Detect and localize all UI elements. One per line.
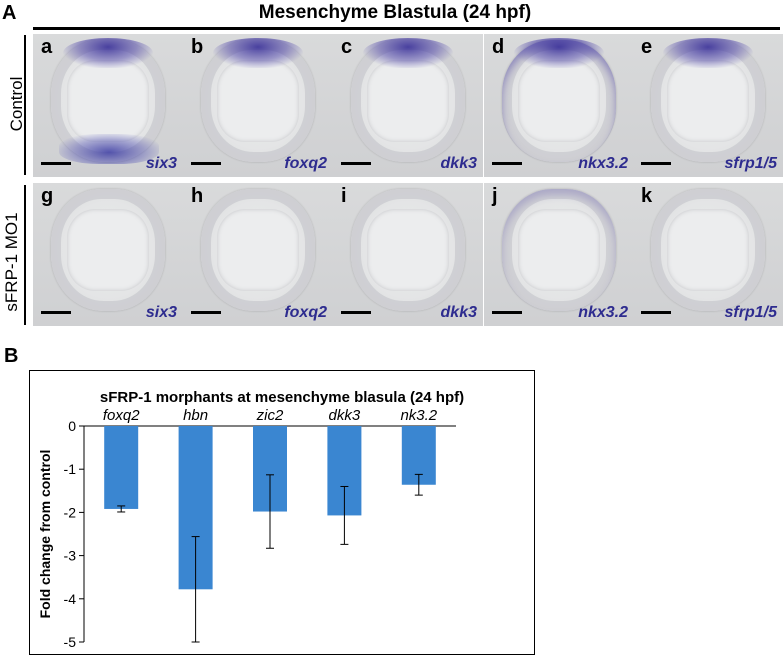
category-label: hbn	[183, 407, 208, 424]
gene-label: foxq2	[284, 304, 327, 321]
stain-apical	[363, 38, 453, 68]
gene-label: dkk3	[440, 304, 477, 321]
micrograph-g: g six3	[33, 183, 183, 326]
category-label: zic2	[256, 407, 284, 424]
y-axis-label: Fold change from control	[37, 450, 53, 619]
subpanel-letter: k	[641, 185, 653, 207]
bar-chart: sFRP-1 morphants at mesenchyme blasula (…	[37, 389, 464, 650]
subpanel-letter: j	[492, 185, 498, 207]
gene-label: dkk3	[440, 155, 477, 172]
blastocoel	[67, 209, 149, 291]
scale-bar	[641, 162, 671, 165]
stain-apical	[663, 38, 753, 68]
bar-foxq2	[104, 426, 139, 509]
gene-label: nkx3.2	[578, 155, 628, 172]
row-bar-control	[24, 35, 26, 175]
y-tick-label: -2	[64, 504, 77, 520]
blastocoel	[518, 60, 600, 142]
scale-bar	[641, 311, 671, 314]
y-tick-label: 0	[68, 418, 76, 434]
chart-frame: sFRP-1 morphants at mesenchyme blasula (…	[29, 370, 535, 655]
scale-bar	[341, 311, 371, 314]
blastocoel	[667, 60, 749, 142]
gene-label: six3	[145, 155, 177, 172]
category-label: dkk3	[329, 407, 361, 424]
blastocoel	[367, 60, 449, 142]
gene-label: sfrp1/5	[724, 155, 777, 172]
subpanel-letter: i	[341, 185, 347, 207]
y-tick-label: -3	[64, 548, 77, 564]
micrograph-d: d nkx3.2	[484, 34, 634, 177]
blastocoel	[518, 209, 600, 291]
blastocoel	[667, 209, 749, 291]
chart-title: sFRP-1 morphants at mesenchyme blasula (…	[100, 389, 464, 406]
scale-bar	[191, 162, 221, 165]
scale-bar	[492, 311, 522, 314]
row-label-morphant: sFRP-1 MO1	[2, 212, 21, 312]
row-bar-morphant	[24, 185, 26, 325]
panel-a-title: Mesenchyme Blastula (24 hpf)	[258, 2, 532, 23]
scale-bar	[41, 162, 71, 165]
panel-b-letter: B	[4, 345, 19, 367]
micrograph-b: b foxq2	[183, 34, 333, 177]
micrograph-a: a six3	[33, 34, 183, 177]
y-tick-label: -4	[64, 591, 77, 607]
title-rule	[33, 27, 780, 30]
micrograph-i: i dkk3	[333, 183, 483, 326]
scale-bar	[41, 311, 71, 314]
stain-apical	[213, 38, 303, 68]
subpanel-letter: g	[41, 185, 54, 207]
blastocoel	[67, 60, 149, 142]
panel-a-letter: A	[2, 2, 17, 24]
gene-label: nkx3.2	[578, 304, 628, 321]
y-tick-label: -5	[64, 634, 77, 650]
gene-label: foxq2	[284, 155, 327, 172]
stain-faint	[502, 189, 616, 311]
subpanel-letter: a	[41, 36, 53, 58]
micrograph-j: j nkx3.2	[484, 183, 634, 326]
blastocoel	[217, 60, 299, 142]
micrograph-h: h foxq2	[183, 183, 333, 326]
gene-label: sfrp1/5	[724, 304, 777, 321]
category-label: foxq2	[103, 407, 140, 424]
stain-apical	[63, 38, 153, 68]
stain-vegetal	[59, 134, 159, 164]
micrograph-c: c dkk3	[333, 34, 483, 177]
y-tick-label: -1	[64, 461, 77, 477]
subpanel-letter: h	[191, 185, 204, 207]
gene-label: six3	[145, 304, 177, 321]
scale-bar	[492, 162, 522, 165]
micrograph-k: k sfrp1/5	[633, 183, 783, 326]
blastocoel	[217, 209, 299, 291]
subpanel-letter: c	[341, 36, 353, 58]
stain-apical	[514, 38, 604, 68]
subpanel-letter: e	[641, 36, 653, 58]
category-label: nk3.2	[400, 407, 437, 424]
blastocoel	[367, 209, 449, 291]
scale-bar	[341, 162, 371, 165]
micrograph-e: e sfrp1/5	[633, 34, 783, 177]
scale-bar	[191, 311, 221, 314]
subpanel-letter: d	[492, 36, 505, 58]
subpanel-letter: b	[191, 36, 204, 58]
